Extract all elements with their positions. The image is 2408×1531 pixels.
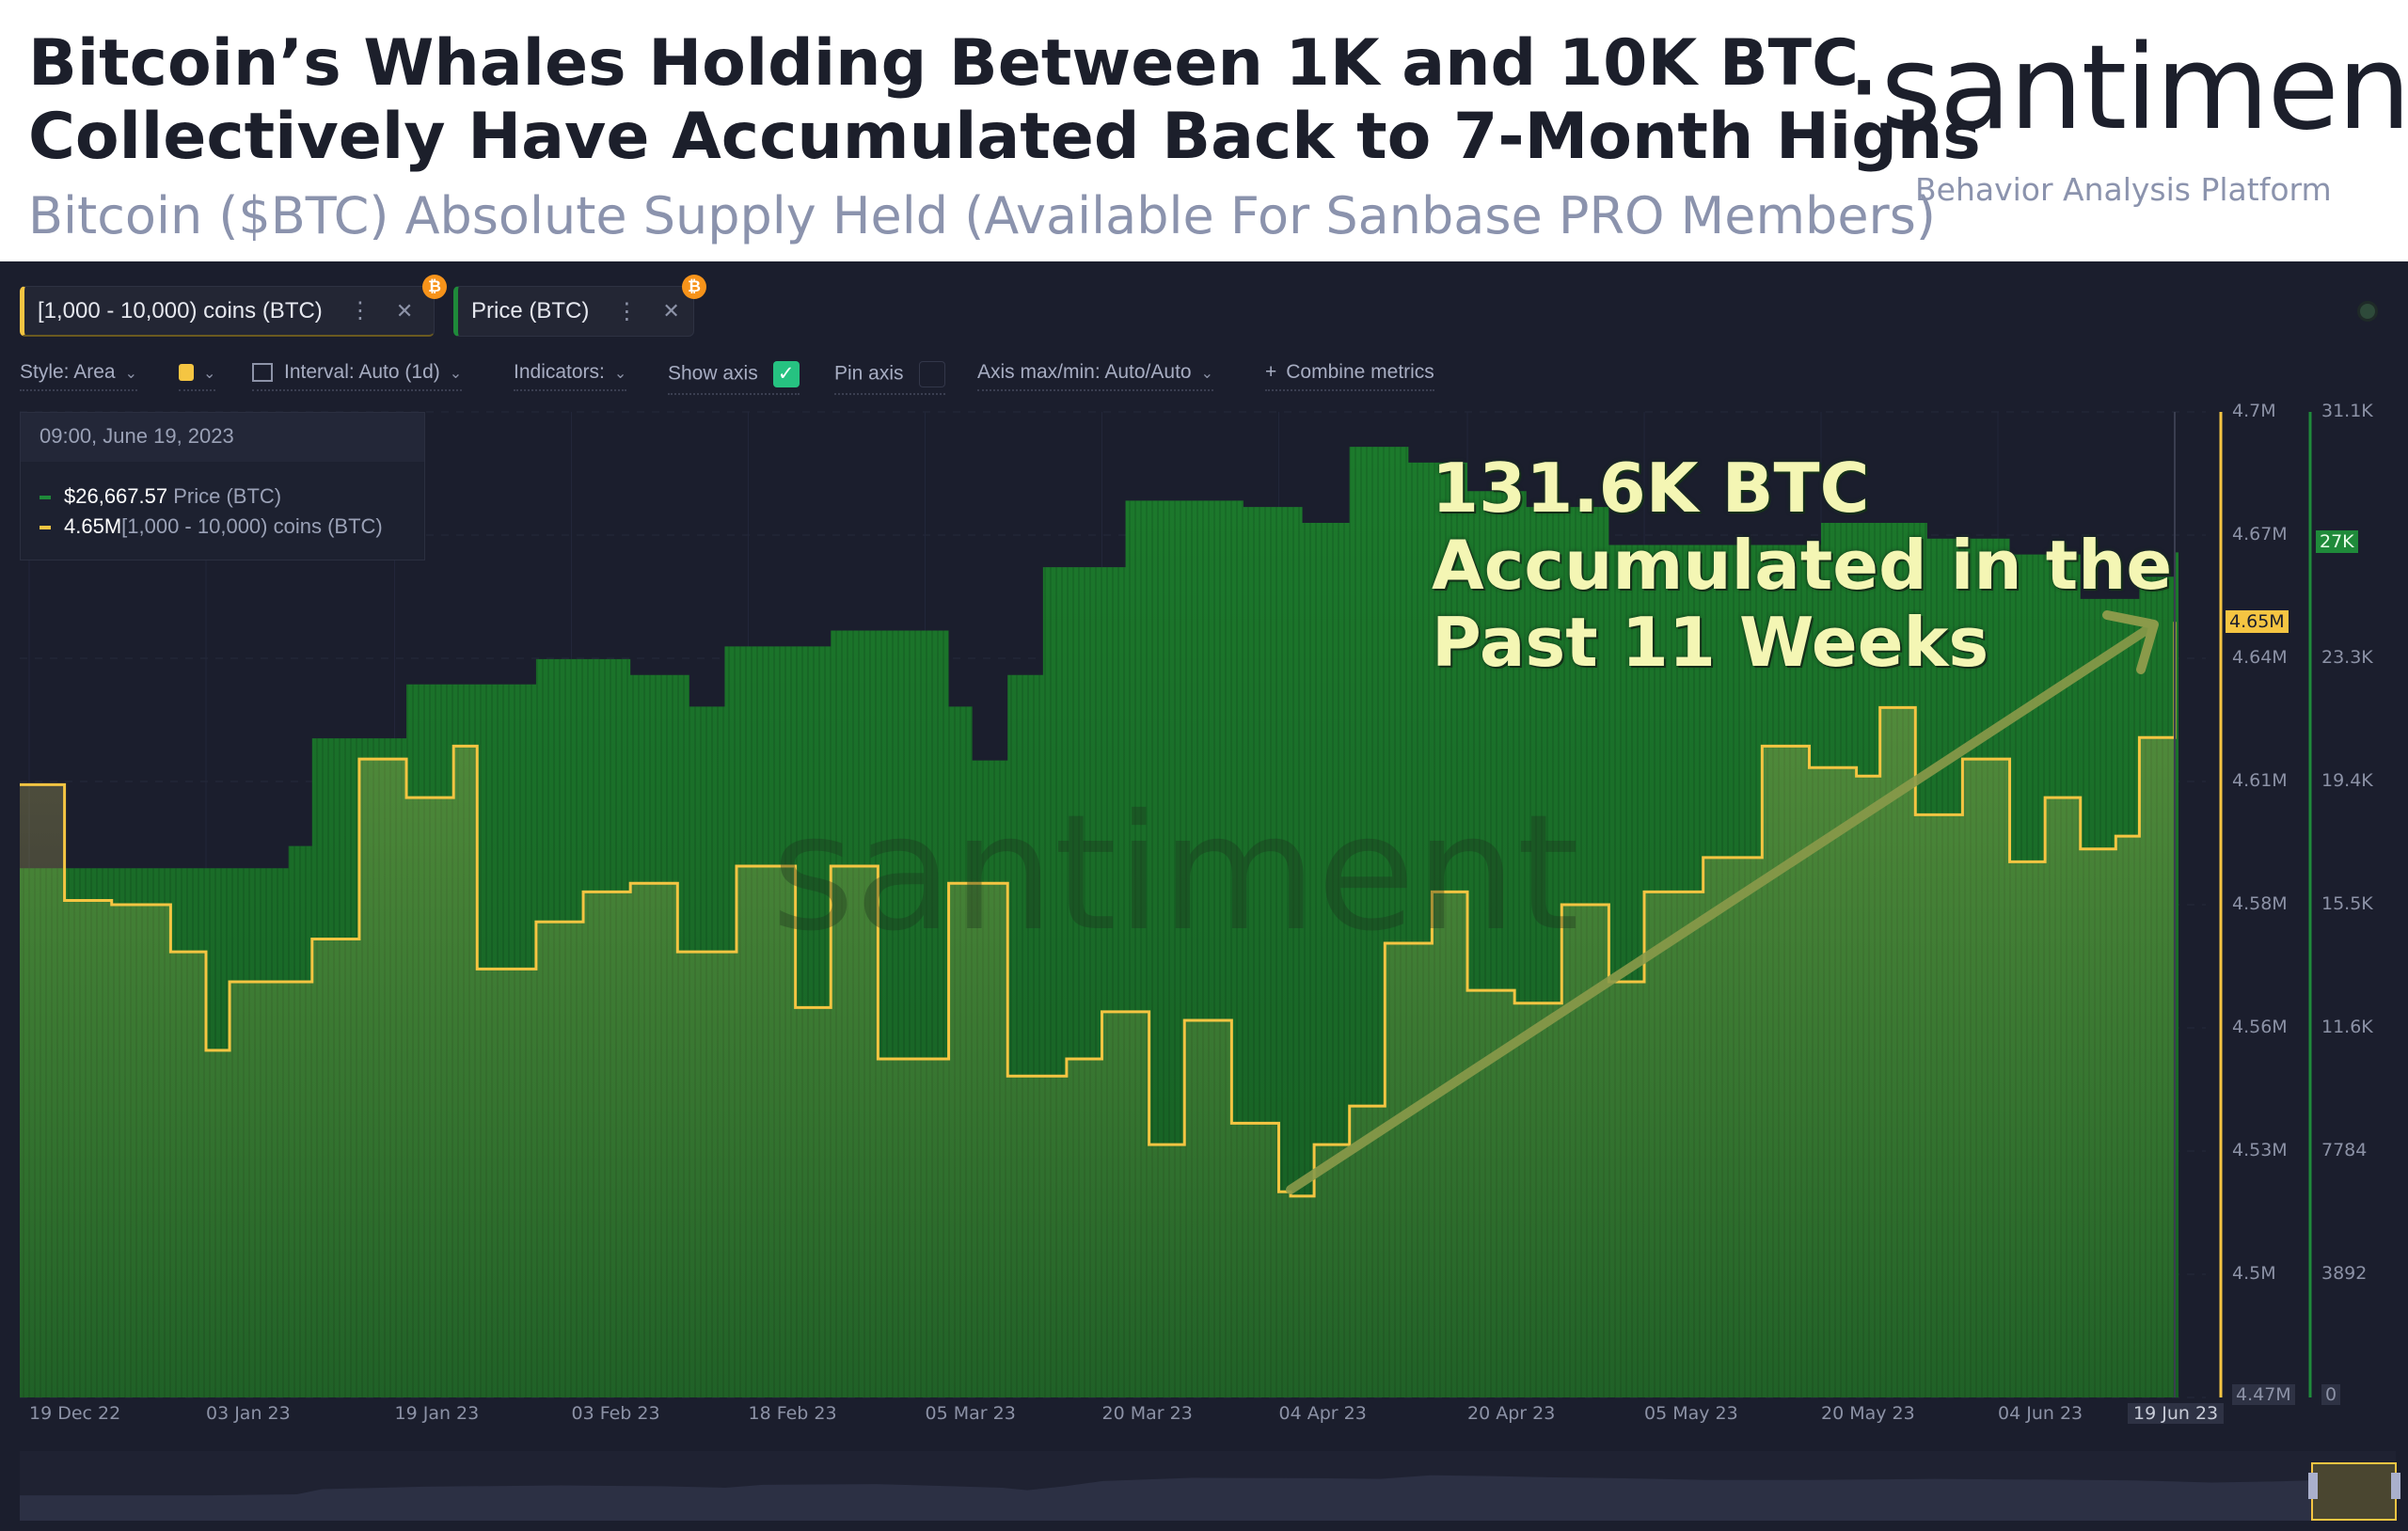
- chevron-down-icon: ⌄: [1200, 366, 1214, 382]
- y-tick-right: 7784: [2321, 1140, 2368, 1160]
- x-tick: 03 Jan 23: [205, 1403, 291, 1424]
- y-tick-right: 3892: [2321, 1263, 2368, 1284]
- annotation: 131.6K BTC Accumulated in the Past 11 We…: [1432, 450, 2172, 681]
- checkbox-checked-icon[interactable]: ✓: [772, 361, 800, 387]
- holdings-current-badge: 4.65M: [2226, 610, 2289, 634]
- show-axis-toggle[interactable]: Show axis ✓: [668, 361, 800, 395]
- x-tick: 18 Feb 23: [748, 1403, 837, 1424]
- indicators-label: Indicators:: [514, 361, 605, 383]
- y-tick-left: 4.61M: [2232, 770, 2288, 791]
- annotation-arrow-line: [1286, 623, 2154, 1194]
- y-tick-left: 4.56M: [2232, 1017, 2288, 1037]
- x-tick: 03 Feb 23: [571, 1403, 660, 1424]
- pin-axis-label: Pin axis: [834, 362, 904, 385]
- style-label: Style: Area: [20, 361, 116, 383]
- chevron-down-icon: ⌄: [203, 366, 216, 382]
- y-tick-left: 4.5M: [2232, 1263, 2276, 1284]
- bitcoin-icon: ₿: [682, 275, 706, 299]
- tooltip-price-value: $26,667.57: [64, 484, 168, 508]
- more-options-icon[interactable]: ⋮: [348, 298, 372, 324]
- tooltip: 09:00, June 19, 2023 $26,667.57 Price (B…: [20, 412, 425, 560]
- checkbox-icon[interactable]: [918, 361, 945, 387]
- tooltip-holdings-row: 4.65M[1,000 - 10,000) coins (BTC): [21, 514, 424, 539]
- holdings-line: [20, 622, 2177, 1198]
- watermark: santiment: [771, 781, 1579, 967]
- navigator-handle-left[interactable]: [2308, 1473, 2318, 1499]
- x-tick: 04 Jun 23: [1998, 1403, 2083, 1424]
- subtitle: Bitcoin ($BTC) Absolute Supply Held (Ava…: [28, 186, 1936, 245]
- x-tick: 20 Mar 23: [1101, 1403, 1193, 1424]
- x-tick: 19 Dec 22: [29, 1403, 121, 1424]
- axis-maxmin-label: Axis max/min: Auto/Auto: [977, 361, 1192, 383]
- calendar-icon: [252, 363, 273, 383]
- color-swatch-icon: [179, 364, 194, 382]
- style-dropdown[interactable]: Style: Area ⌄: [20, 361, 137, 391]
- chevron-down-icon: ⌄: [124, 366, 137, 382]
- more-options-icon[interactable]: ⋮: [615, 298, 639, 324]
- tooltip-holdings-value: 4.65M: [64, 514, 122, 538]
- legend-swatch-icon: [40, 496, 51, 500]
- title-line-1: Bitcoin’s Whales Holding Between 1K and …: [28, 26, 1859, 101]
- y-tick-left: 4.7M: [2232, 401, 2276, 421]
- show-axis-label: Show axis: [668, 362, 758, 385]
- navigator-area: [20, 1475, 2312, 1521]
- y-tick-left: 4.67M: [2232, 524, 2288, 545]
- legend-swatch-icon: [40, 526, 51, 530]
- tagline: Behavior Analysis Platform: [1915, 171, 2332, 208]
- y-tick-right: 11.6K: [2321, 1017, 2373, 1037]
- x-tick: 19 Jan 23: [394, 1403, 480, 1424]
- x-tick: 20 May 23: [1821, 1403, 1915, 1424]
- x-tick: 20 Apr 23: [1467, 1403, 1556, 1424]
- metric-tab-price[interactable]: Price (BTC) ⋮ ✕: [453, 286, 694, 337]
- y-tick-right: 15.5K: [2321, 893, 2373, 914]
- annotation-line-3: Past 11 Weeks: [1432, 603, 1989, 682]
- tooltip-price-row: $26,667.57 Price (BTC): [21, 484, 424, 509]
- y-tick-left: 4.53M: [2232, 1140, 2288, 1160]
- chevron-down-icon: ⌄: [613, 366, 627, 382]
- y-tick-left: 4.64M: [2232, 647, 2288, 668]
- close-icon[interactable]: ✕: [395, 298, 414, 323]
- annotation-line-2: Accumulated in the: [1432, 526, 2173, 605]
- tooltip-datetime: 09:00, June 19, 2023: [21, 413, 424, 462]
- color-dropdown[interactable]: ⌄: [179, 361, 216, 391]
- status-dot-icon[interactable]: [2357, 301, 2378, 322]
- x-tick: 19 Jun 23: [2128, 1403, 2225, 1424]
- title-line-2: Collectively Have Accumulated Back to 7-…: [28, 100, 1981, 174]
- chevron-down-icon: ⌄: [449, 366, 463, 382]
- holdings-area: [20, 622, 2175, 1397]
- y-tick-left: 4.47M: [2232, 1384, 2295, 1405]
- navigator-handle-right[interactable]: [2391, 1473, 2400, 1499]
- plus-icon: +: [1265, 361, 1277, 383]
- y-tick-right: 0: [2321, 1384, 2341, 1405]
- santiment-logo: ·santiment·: [1846, 21, 2408, 156]
- combine-label: Combine metrics: [1286, 361, 1434, 383]
- tooltip-price-label: Price (BTC): [173, 484, 282, 508]
- interval-label: Interval: Auto (1d): [284, 361, 440, 383]
- x-tick: 05 May 23: [1644, 1403, 1738, 1424]
- navigator[interactable]: [20, 1451, 2400, 1521]
- metric-tab-label: [1,000 - 10,000) coins (BTC): [38, 297, 323, 324]
- interval-dropdown[interactable]: Interval: Auto (1d) ⌄: [252, 361, 463, 391]
- combine-metrics-button[interactable]: + Combine metrics: [1265, 361, 1434, 391]
- bitcoin-icon: ₿: [422, 275, 447, 299]
- close-icon[interactable]: ✕: [662, 299, 680, 323]
- price-current-badge: 27K: [2316, 530, 2358, 554]
- annotation-line-1: 131.6K BTC: [1432, 449, 1870, 528]
- x-tick: 04 Apr 23: [1278, 1403, 1367, 1424]
- pin-axis-toggle[interactable]: Pin axis: [834, 361, 945, 395]
- y-tick-right: 31.1K: [2321, 401, 2373, 421]
- tooltip-holdings-label: [1,000 - 10,000) coins (BTC): [121, 514, 383, 538]
- metric-tab-whales[interactable]: [1,000 - 10,000) coins (BTC) ⋮ ✕: [20, 286, 435, 337]
- navigator-selection[interactable]: [2311, 1462, 2397, 1521]
- axis-maxmin-dropdown[interactable]: Axis max/min: Auto/Auto ⌄: [977, 361, 1214, 391]
- annotation-arrow-head: [2102, 610, 2159, 674]
- header: Bitcoin’s Whales Holding Between 1K and …: [0, 0, 2408, 261]
- x-tick: 05 Mar 23: [925, 1403, 1016, 1424]
- y-tick-right: 19.4K: [2321, 770, 2373, 791]
- y-tick-left: 4.58M: [2232, 893, 2288, 914]
- indicators-dropdown[interactable]: Indicators: ⌄: [514, 361, 627, 391]
- y-tick-right: 23.3K: [2321, 647, 2373, 668]
- metric-tab-label: Price (BTC): [471, 298, 590, 324]
